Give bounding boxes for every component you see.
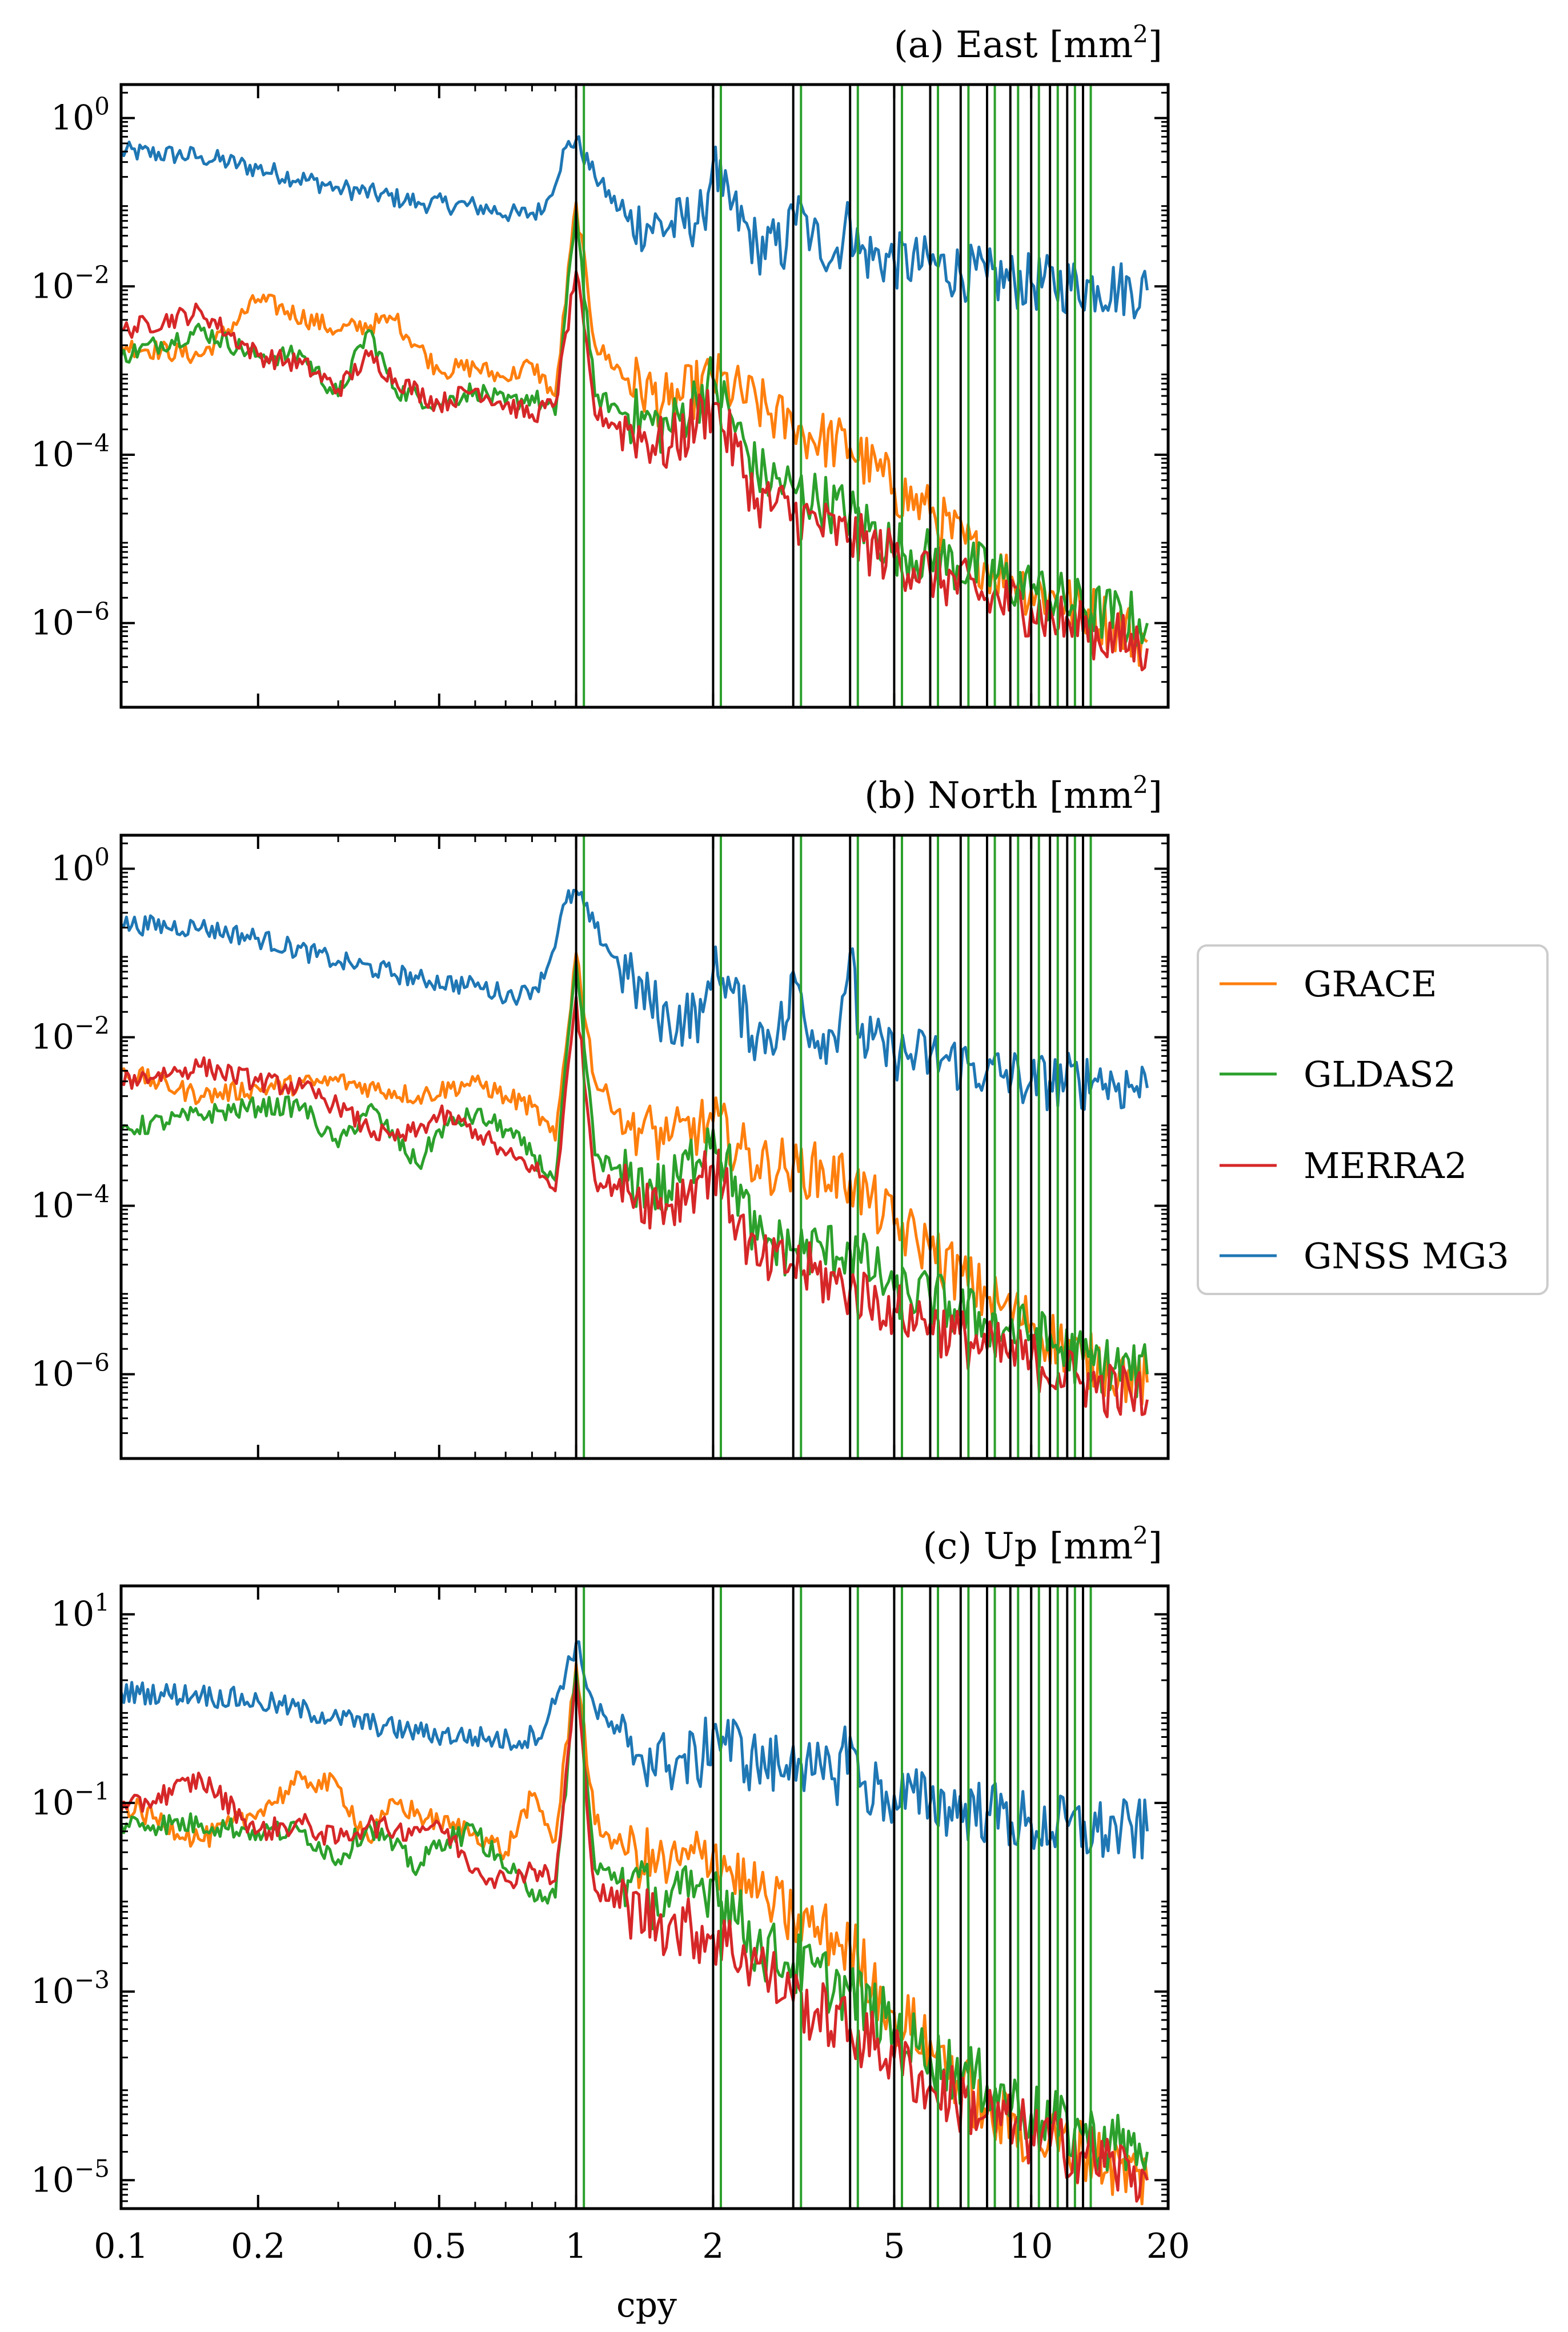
panel-east-title: (a) East [mm2] (894, 20, 1162, 66)
x-tick-label: 20 (1146, 2226, 1190, 2266)
series-merra2 (121, 1678, 1149, 2203)
panel-east-ticks: 100 10−2 10−4 10−6 (31, 85, 1169, 707)
series-gnss-mg3 (121, 135, 1149, 319)
y-tick-label: 10−1 (31, 1777, 110, 1823)
y-tick-label: 10−3 (31, 1966, 110, 2012)
panel-up: 101 10−1 10−3 10−5 (c) Up [mm2] (31, 1521, 1170, 2210)
legend-label-merra2: MERRA2 (1304, 1145, 1467, 1187)
panel-up-frame (119, 1584, 1170, 2210)
x-tick-label: 10 (1009, 2226, 1053, 2266)
y-tick-label: 101 (51, 1589, 110, 1634)
y-tick-label: 100 (51, 93, 110, 138)
series-merra2 (121, 995, 1149, 1419)
series-gldas2 (121, 209, 1149, 647)
y-tick-label: 10−6 (31, 598, 110, 643)
series-gldas2 (121, 960, 1149, 1399)
x-tick-label: 2 (702, 2226, 724, 2266)
series-gldas2 (121, 1669, 1149, 2173)
x-tick-label: 0.1 (94, 2226, 148, 2266)
panel-north-frame (119, 834, 1170, 1460)
series-grace (121, 951, 1149, 1406)
panel-north-title: (b) North [mm2] (864, 771, 1162, 817)
y-tick-label: 100 (51, 843, 110, 889)
series-gnss-mg3 (121, 888, 1149, 1112)
panel-east: 100 10−2 10−4 10−6 (a) East [mm2] (31, 20, 1170, 709)
series-merra2 (121, 270, 1149, 672)
panel-north-vertical-lines (575, 835, 1092, 1458)
panel-up-series (121, 1640, 1149, 2206)
y-tick-label: 10−2 (31, 261, 110, 306)
series-gnss-mg3 (121, 1640, 1149, 1860)
y-tick-label: 10−4 (31, 429, 110, 475)
panel-east-series (121, 135, 1149, 672)
y-tick-label: 10−5 (31, 2154, 110, 2200)
y-tick-label: 10−4 (31, 1180, 110, 1226)
legend: GRACE GLDAS2 MERRA2 GNSS MG3 (1197, 944, 1549, 1295)
panel-north: 100 10−2 10−4 10−6 (b) North [mm2] (31, 771, 1170, 1460)
y-tick-label: 10−6 (31, 1349, 110, 1395)
x-tick-label: 5 (883, 2226, 905, 2266)
legend-label-grace: GRACE (1304, 963, 1437, 1005)
x-tick-labels: 0.1 0.2 0.5 1 2 5 10 20 (94, 2226, 1190, 2266)
panel-up-ticks: 101 10−1 10−3 10−5 (31, 1586, 1169, 2209)
legend-label-gldas2: GLDAS2 (1304, 1053, 1456, 1095)
panel-east-frame (119, 83, 1170, 709)
panel-north-ticks: 100 10−2 10−4 10−6 (31, 835, 1169, 1458)
x-tick-label: 1 (566, 2226, 587, 2266)
x-tick-label: 0.2 (231, 2226, 285, 2266)
panel-up-title: (c) Up [mm2] (923, 1521, 1162, 1568)
y-tick-label: 10−2 (31, 1012, 110, 1057)
legend-label-gnss: GNSS MG3 (1304, 1235, 1509, 1277)
legend-box (1197, 944, 1549, 1295)
x-tick-label: 0.5 (412, 2226, 466, 2266)
panel-north-series (121, 888, 1149, 1419)
series-grace (121, 201, 1148, 667)
panel-up-vertical-lines (575, 1586, 1092, 2209)
panel-east-vertical-lines (575, 85, 1092, 707)
x-axis-label: cpy (616, 2285, 677, 2325)
